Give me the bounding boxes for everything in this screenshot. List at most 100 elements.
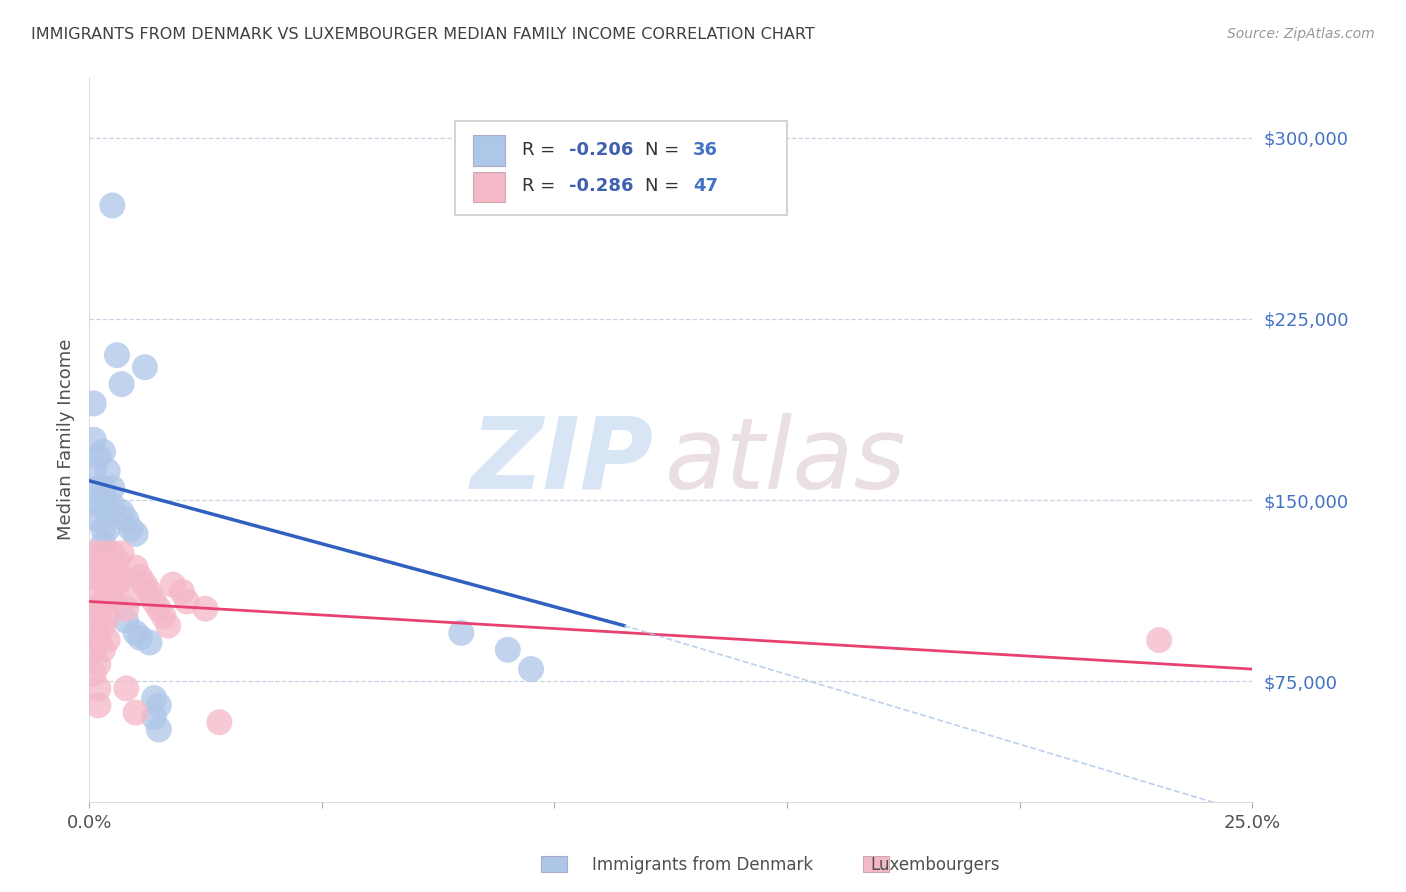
Text: 36: 36: [693, 141, 717, 159]
Text: Luxembourgers: Luxembourgers: [870, 856, 1000, 874]
Point: [194, 601, 217, 615]
Point: [91, 481, 114, 495]
Point: [87, 560, 110, 574]
Point: [105, 348, 128, 362]
Point: [87, 609, 110, 624]
Point: [111, 546, 134, 560]
Point: [97, 560, 120, 574]
Point: [143, 691, 166, 706]
Point: [91, 642, 114, 657]
Point: [148, 698, 170, 713]
Point: [87, 450, 110, 464]
Point: [101, 594, 124, 608]
FancyBboxPatch shape: [472, 136, 506, 166]
Point: [129, 631, 152, 645]
Point: [148, 723, 170, 737]
Text: IMMIGRANTS FROM DENMARK VS LUXEMBOURGER MEDIAN FAMILY INCOME CORRELATION CHART: IMMIGRANTS FROM DENMARK VS LUXEMBOURGER …: [31, 27, 814, 42]
Point: [97, 633, 120, 648]
Text: ZIP: ZIP: [470, 413, 654, 510]
Point: [111, 505, 134, 519]
Text: 47: 47: [693, 178, 717, 195]
Text: R =: R =: [522, 141, 561, 159]
Point: [87, 481, 110, 495]
Point: [124, 625, 146, 640]
Point: [124, 706, 146, 720]
Point: [157, 618, 180, 632]
Point: [87, 584, 110, 599]
Text: Source: ZipAtlas.com: Source: ZipAtlas.com: [1227, 27, 1375, 41]
Point: [87, 498, 110, 512]
Point: [172, 584, 194, 599]
Point: [91, 546, 114, 560]
Point: [87, 657, 110, 672]
Point: [105, 577, 128, 591]
Text: -0.206: -0.206: [569, 141, 634, 159]
Point: [83, 667, 105, 681]
Point: [83, 570, 105, 584]
Point: [124, 526, 146, 541]
Point: [87, 681, 110, 696]
Point: [83, 433, 105, 447]
Point: [143, 594, 166, 608]
Point: [83, 546, 105, 560]
Point: [101, 481, 124, 495]
Point: [101, 498, 124, 512]
Bar: [541, 856, 567, 872]
Point: [143, 710, 166, 724]
Bar: [863, 856, 889, 872]
Point: [91, 536, 114, 550]
Point: [105, 553, 128, 567]
Point: [120, 590, 142, 604]
Point: [83, 396, 105, 410]
Point: [111, 570, 134, 584]
Point: [91, 444, 114, 458]
Point: [101, 546, 124, 560]
Point: [138, 584, 160, 599]
Point: [450, 625, 472, 640]
Point: [87, 698, 110, 713]
Point: [129, 570, 152, 584]
Text: atlas: atlas: [665, 413, 907, 510]
Point: [101, 570, 124, 584]
Point: [134, 577, 156, 591]
Point: [83, 642, 105, 657]
Point: [83, 625, 105, 640]
Point: [91, 498, 114, 512]
Point: [101, 198, 124, 212]
Point: [87, 633, 110, 648]
Point: [115, 614, 138, 628]
Point: [124, 560, 146, 574]
Point: [97, 464, 120, 478]
Point: [152, 609, 174, 624]
Point: [115, 681, 138, 696]
Y-axis label: Median Family Income: Median Family Income: [58, 339, 75, 541]
Point: [138, 635, 160, 649]
Point: [83, 461, 105, 475]
Point: [115, 601, 138, 615]
Point: [1147, 633, 1170, 648]
Text: Immigrants from Denmark: Immigrants from Denmark: [592, 856, 814, 874]
Point: [91, 522, 114, 536]
Point: [111, 377, 134, 392]
Point: [520, 662, 543, 676]
Point: [148, 601, 170, 615]
FancyBboxPatch shape: [472, 171, 506, 202]
Point: [208, 715, 231, 730]
Point: [162, 577, 184, 591]
Text: N =: N =: [645, 141, 685, 159]
Point: [91, 570, 114, 584]
Text: -0.286: -0.286: [569, 178, 634, 195]
Point: [120, 522, 142, 536]
Point: [496, 642, 519, 657]
Point: [87, 512, 110, 526]
Point: [176, 594, 198, 608]
Point: [134, 360, 156, 375]
Point: [83, 601, 105, 615]
Point: [91, 618, 114, 632]
Point: [115, 512, 138, 526]
Text: R =: R =: [522, 178, 561, 195]
Point: [91, 594, 114, 608]
FancyBboxPatch shape: [456, 121, 787, 215]
Point: [97, 609, 120, 624]
Point: [97, 505, 120, 519]
